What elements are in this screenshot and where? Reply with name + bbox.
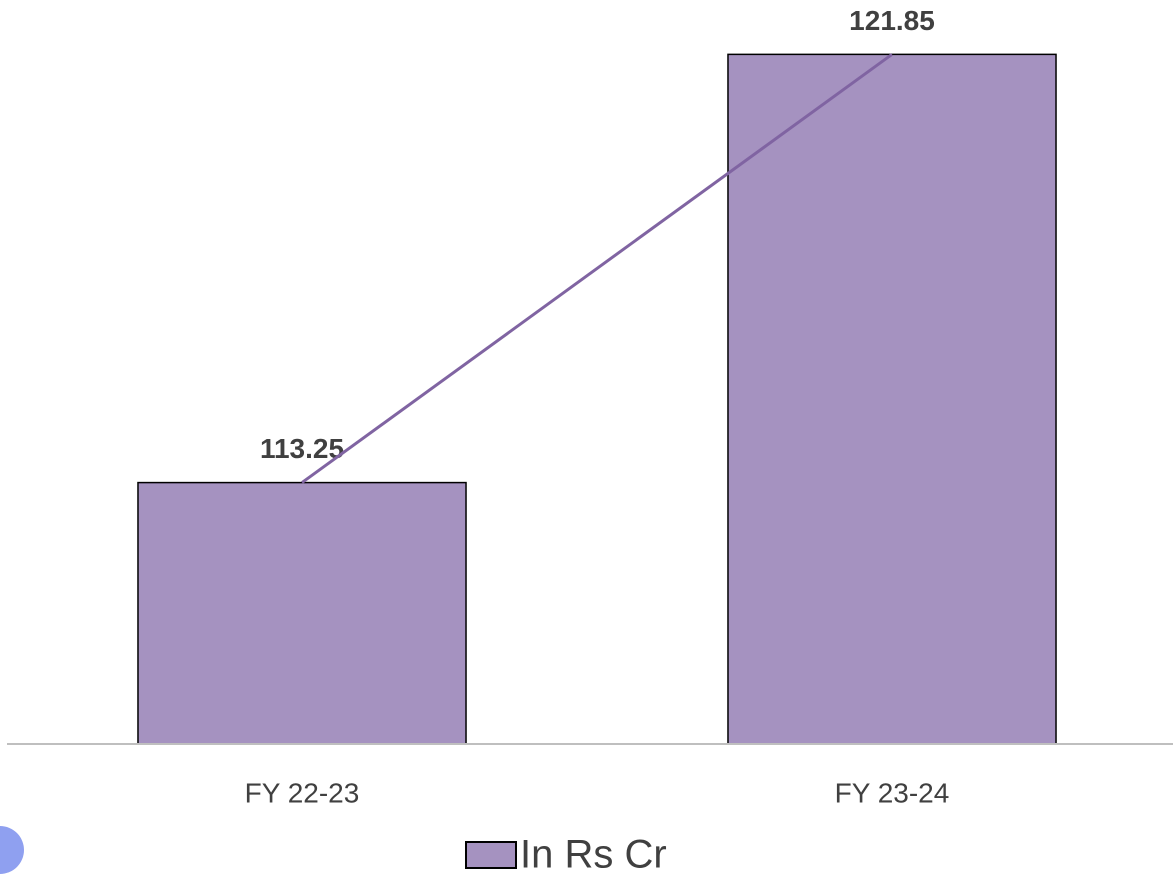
data-label: 121.85 (849, 5, 935, 36)
legend-swatch (465, 841, 517, 869)
legend-label: In Rs Cr (520, 833, 667, 874)
bar (727, 53, 1057, 745)
decoration-dot (0, 826, 24, 874)
bar (137, 481, 467, 745)
trend-line (301, 53, 893, 484)
data-label: 113.25 (260, 433, 344, 464)
x-tick-label: FY 22-23 (245, 777, 360, 808)
x-tick-label: FY 23-24 (835, 777, 950, 808)
